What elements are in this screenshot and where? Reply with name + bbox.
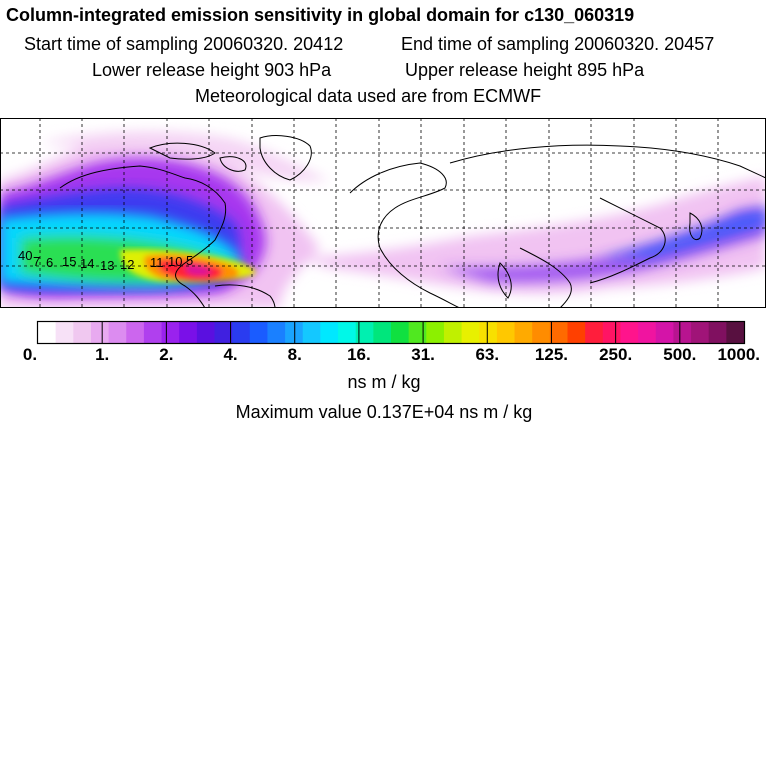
track-label: 6 <box>46 255 53 270</box>
colorbar-tick-label: 1000. <box>717 345 760 364</box>
colorbar-swatch <box>126 322 145 343</box>
colorbar-swatch <box>496 322 516 343</box>
colorbar-unit: ns m / kg <box>347 372 421 392</box>
colorbar-swatch <box>408 322 427 343</box>
coastline-greenland <box>259 135 312 181</box>
colorbar-swatch <box>461 322 480 343</box>
colorbar-swatch <box>726 322 745 343</box>
colorbar-swatch <box>179 322 198 343</box>
colorbar-swatch <box>73 322 92 343</box>
colorbar: 0. 1. 2. 4. 8. 16. 31. 63. 125. 250. 500. 1000. <box>23 320 760 364</box>
colorbar-dividers <box>101 322 681 343</box>
trajectory-labels: 40 7 6 15 14 13 12 11 10 5 <box>18 248 193 273</box>
colorbar-tick-label: 500. <box>663 345 696 364</box>
track-label: 11 <box>150 255 164 270</box>
colorbar-swatch <box>267 322 286 343</box>
colorbar-swatch <box>249 322 269 343</box>
track-label: 12 <box>120 257 134 272</box>
colorbar-swatch <box>708 322 727 343</box>
colorbar-tick-label: 4. <box>223 345 237 364</box>
colorbar-swatches <box>38 322 745 343</box>
colorbar-swatch <box>691 322 710 343</box>
colorbar-swatch <box>585 322 604 343</box>
colorbar-border <box>36 320 746 345</box>
upper-release-label: Upper release height 895 hPa <box>405 60 645 80</box>
colorbar-tick-label: 0. <box>23 345 37 364</box>
colorbar-swatch <box>143 322 163 343</box>
track-label: 14 <box>80 256 94 271</box>
track-label: 40 <box>18 248 32 263</box>
colorbar-swatch <box>161 322 180 343</box>
plume-magenta-peak <box>185 265 212 276</box>
colorbar-swatch <box>373 322 392 343</box>
end-time-label: End time of sampling 20060320. 20457 <box>401 34 715 54</box>
coastlines <box>59 135 766 308</box>
coastline-asia <box>449 144 766 308</box>
colorbar-swatch <box>355 322 374 343</box>
colorbar-swatch <box>90 322 110 343</box>
colorbar-swatch <box>38 322 57 343</box>
colorbar-tick-label: 1. <box>95 345 109 364</box>
colorbar-swatch <box>214 322 233 343</box>
colorbar-tick-label: 125. <box>535 345 568 364</box>
colorbar-swatch <box>302 322 321 343</box>
colorbar-swatch <box>391 322 410 343</box>
colorbar-tick-label: 16. <box>347 345 371 364</box>
colorbar-tick-label: 250. <box>599 345 632 364</box>
colorbar-swatch <box>549 322 569 343</box>
colorbar-swatch <box>443 322 463 343</box>
colorbar-swatch <box>320 322 339 343</box>
met-data-label: Meteorological data used are from ECMWF <box>195 86 542 106</box>
page-title: Column-integrated emission sensitivity i… <box>6 5 635 25</box>
map-border <box>0 118 766 308</box>
colorbar-swatch <box>232 322 251 343</box>
colorbar-tick-label: 63. <box>475 345 499 364</box>
colorbar-swatch <box>426 322 445 343</box>
coastline-south-america <box>214 284 276 308</box>
track-label: 10 <box>168 254 182 269</box>
global-emission-sensitivity-map: 40 7 6 15 14 13 12 11 10 5 <box>0 118 766 308</box>
track-label: 7 <box>33 254 40 269</box>
coastline-canadian-arctic <box>148 142 247 172</box>
plume-blue-east <box>600 210 766 258</box>
colorbar-tick-label: 31. <box>411 345 435 364</box>
track-label: 5 <box>186 253 193 268</box>
colorbar-swatch <box>338 322 357 343</box>
colorbar-swatch <box>479 322 498 343</box>
colorbar-swatch <box>673 322 692 343</box>
track-label: 13 <box>100 258 114 273</box>
colorbar-swatch <box>602 322 622 343</box>
colorbar-swatch <box>655 322 674 343</box>
graticule <box>0 118 766 308</box>
colorbar-swatch <box>567 322 586 343</box>
colorbar-swatch <box>108 322 127 343</box>
lower-release-label: Lower release height 903 hPa <box>92 60 332 80</box>
start-time-label: Start time of sampling 20060320. 20412 <box>24 34 344 54</box>
plume-arctic <box>40 130 330 182</box>
colorbar-tick-labels: 0. 1. 2. 4. 8. 16. 31. 63. 125. 250. 500. 1000. <box>23 345 760 364</box>
colorbar-tick-label: 8. <box>288 345 302 364</box>
track-label: 15 <box>62 254 76 269</box>
colorbar-swatch <box>532 322 551 343</box>
coastline-north-america <box>59 165 227 308</box>
colorbar-tick-label: 2. <box>159 345 173 364</box>
maximum-value: Maximum value 0.137E+04 ns m / kg <box>235 402 533 422</box>
colorbar-swatch <box>55 322 74 343</box>
colorbar-swatch <box>285 322 304 343</box>
coastline-japan <box>689 212 703 241</box>
coastline-india <box>497 262 512 299</box>
colorbar-swatch <box>620 322 639 343</box>
colorbar-swatch <box>514 322 533 343</box>
coastline-europe-africa <box>349 162 461 308</box>
colorbar-swatch <box>638 322 657 343</box>
colorbar-swatch <box>196 322 216 343</box>
